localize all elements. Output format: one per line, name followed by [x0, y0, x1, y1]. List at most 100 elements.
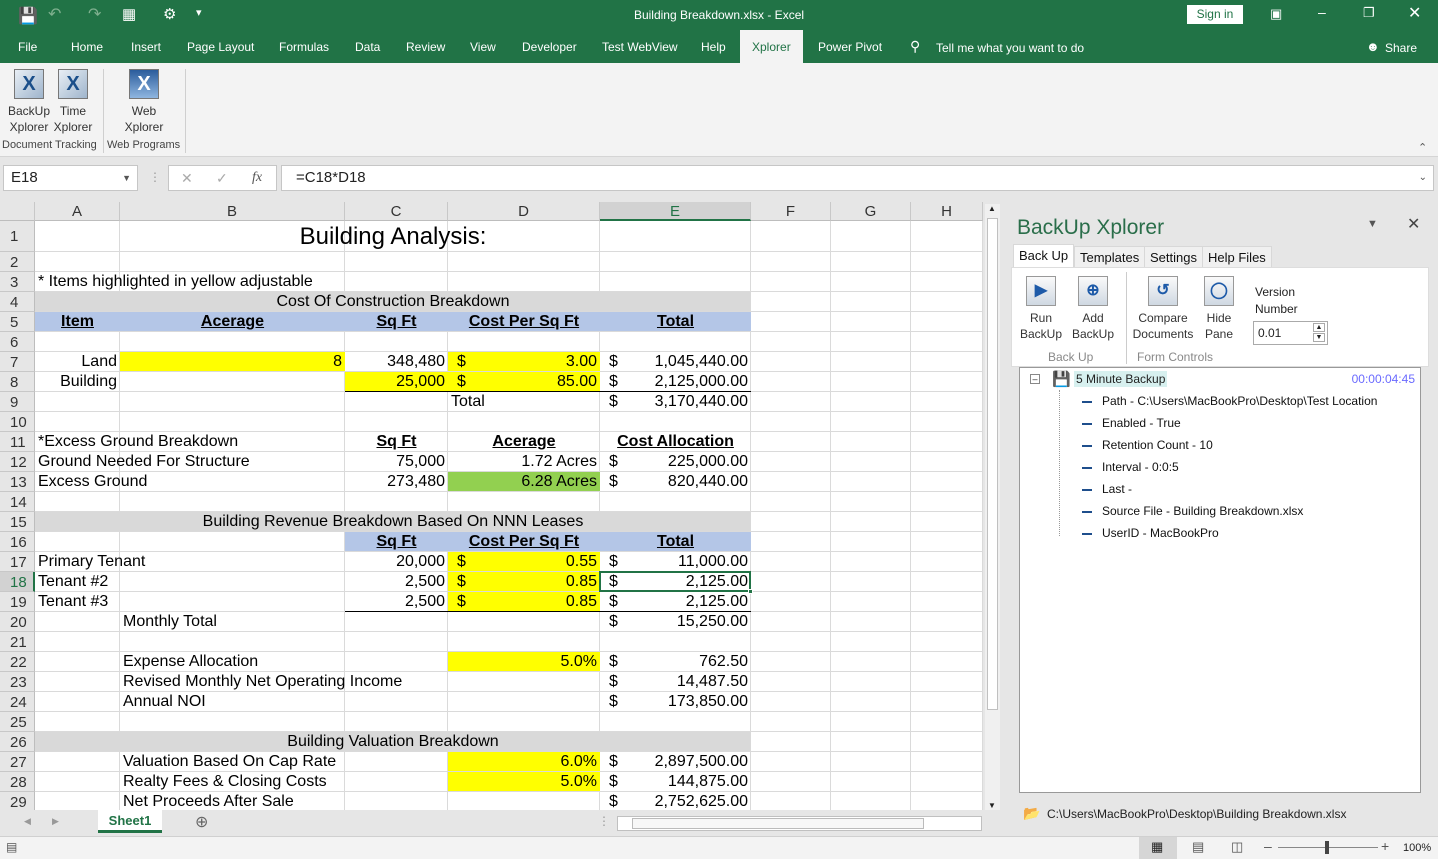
cell-C7[interactable]: 348,480	[345, 352, 448, 371]
cell-A3[interactable]: * Items highlighted in yellow adjustable	[35, 272, 316, 291]
time-xplorer-button[interactable]: X Time Xplorer	[50, 63, 96, 135]
save-icon[interactable]: 💾	[18, 8, 38, 25]
row-header-17[interactable]: 17	[0, 552, 35, 572]
zoom-in-icon[interactable]: +	[1381, 838, 1390, 854]
row-header-5[interactable]: 5	[0, 312, 35, 332]
row-header-27[interactable]: 27	[0, 752, 35, 772]
row-header-9[interactable]: 9	[0, 392, 35, 412]
tree-child-item[interactable]: Path - C:\Users\MacBookPro\Desktop\Test …	[1081, 394, 1378, 408]
cell-D12[interactable]: 1.72 Acres	[448, 452, 600, 471]
cell-C18[interactable]: 2,500	[345, 572, 448, 591]
column-header-D[interactable]: D	[448, 202, 600, 221]
scroll-up-icon[interactable]: ▲	[988, 204, 996, 213]
row-header-6[interactable]: 6	[0, 332, 35, 352]
cell-A26[interactable]: Building Valuation Breakdown	[35, 732, 751, 751]
tab-developer[interactable]: Developer	[522, 40, 577, 54]
collapse-icon[interactable]: –	[1030, 374, 1040, 384]
tab-data[interactable]: Data	[355, 40, 381, 54]
cell-A15[interactable]: Building Revenue Breakdown Based On NNN …	[35, 512, 751, 531]
pane-tab-back-up[interactable]: Back Up	[1013, 244, 1075, 268]
tree-root-item[interactable]: 5 Minute Backup	[1074, 371, 1168, 387]
cell-A18[interactable]: Tenant #2	[35, 572, 120, 591]
cell-A5[interactable]: Item	[35, 312, 120, 331]
row-header-19[interactable]: 19	[0, 592, 35, 612]
cell-D28[interactable]: 5.0%	[448, 772, 600, 791]
pane-add-backup-button[interactable]: ⊕ Add BackUp	[1068, 270, 1118, 342]
cell-D11[interactable]: Acerage	[448, 432, 600, 451]
column-header-C[interactable]: C	[345, 202, 448, 221]
cell-A7[interactable]: Land	[35, 352, 120, 371]
cell-A19[interactable]: Tenant #3	[35, 592, 120, 611]
increment-icon[interactable]: ▲	[1313, 323, 1325, 332]
customize-toolbar-icon[interactable]: ▾	[196, 7, 202, 19]
cell-E18[interactable]: $2,125.00	[600, 572, 751, 591]
pane-options-icon[interactable]: ▼	[1367, 218, 1378, 230]
row-header-15[interactable]: 15	[0, 512, 35, 532]
next-sheet-icon[interactable]: ▶	[52, 816, 59, 826]
name-box[interactable]: E18 ▼	[3, 165, 138, 191]
normal-view-button[interactable]: ▦	[1139, 837, 1177, 859]
page-break-view-icon[interactable]: ◫	[1231, 839, 1244, 854]
cell-A17[interactable]: Primary Tenant	[35, 552, 148, 571]
insert-function-icon[interactable]: fx	[252, 170, 263, 185]
cell-E16[interactable]: Total	[600, 532, 751, 551]
scroll-down-icon[interactable]: ▼	[988, 801, 996, 810]
cell-C16[interactable]: Sq Ft	[345, 532, 448, 551]
tab-home[interactable]: Home	[71, 40, 104, 54]
cancel-icon[interactable]: ✕	[181, 170, 193, 186]
tab-power-pivot[interactable]: Power Pivot	[818, 40, 883, 54]
cell-C8[interactable]: 25,000	[345, 372, 448, 392]
tab-xplorer[interactable]: Xplorer	[740, 30, 803, 63]
cell-D8[interactable]: $85.00	[448, 372, 600, 392]
tab-help[interactable]: Help	[701, 40, 726, 54]
row-header-26[interactable]: 26	[0, 732, 35, 752]
cell-E13[interactable]: $820,440.00	[600, 472, 751, 491]
cell-A11[interactable]: *Excess Ground Breakdown	[35, 432, 241, 451]
cell-E19[interactable]: $2,125.00	[600, 592, 751, 612]
row-header-23[interactable]: 23	[0, 672, 35, 692]
cell-A1[interactable]: Building Analysis:	[35, 221, 751, 251]
cell-D5[interactable]: Cost Per Sq Ft	[448, 312, 600, 331]
row-header-18[interactable]: 18	[0, 572, 35, 592]
row-header-8[interactable]: 8	[0, 372, 35, 392]
pane-tab-help-files[interactable]: Help Files	[1202, 246, 1272, 268]
column-header-H[interactable]: H	[911, 202, 983, 221]
backup-tree[interactable]: – 💾 5 Minute Backup 00:00:04:45 Path - C…	[1019, 367, 1421, 793]
undo-icon[interactable]: ↶	[48, 6, 62, 23]
column-header-G[interactable]: G	[831, 202, 911, 221]
cell-B22[interactable]: Expense Allocation	[120, 652, 345, 671]
cell-D19[interactable]: $0.85	[448, 592, 600, 612]
cell-E7[interactable]: $1,045,440.00	[600, 352, 751, 371]
row-header-11[interactable]: 11	[0, 432, 35, 452]
cell-D17[interactable]: $0.55	[448, 552, 600, 571]
row-header-20[interactable]: 20	[0, 612, 35, 632]
cell-D9[interactable]: Total	[448, 392, 600, 411]
cell-E11[interactable]: Cost Allocation	[600, 432, 751, 451]
row-header-14[interactable]: 14	[0, 492, 35, 512]
row-header-13[interactable]: 13	[0, 472, 35, 492]
cell-C17[interactable]: 20,000	[345, 552, 448, 571]
row-header-2[interactable]: 2	[0, 252, 35, 272]
zoom-out-icon[interactable]: –	[1264, 838, 1272, 854]
cell-E17[interactable]: $11,000.00	[600, 552, 751, 571]
select-all-corner[interactable]	[0, 202, 35, 221]
cell-B29[interactable]: Net Proceeds After Sale	[120, 792, 345, 810]
row-header-10[interactable]: 10	[0, 412, 35, 432]
horizontal-scrollbar[interactable]	[617, 816, 982, 831]
version-number-stepper[interactable]: 0.01 ▲ ▼	[1253, 321, 1328, 345]
spreadsheet-grid[interactable]: A B C D E F G H 1 Building Analysis: 2 3 * Items hig…	[0, 202, 983, 810]
prev-sheet-icon[interactable]: ◀	[24, 816, 31, 826]
column-header-F[interactable]: F	[751, 202, 831, 221]
cell-B20[interactable]: Monthly Total	[120, 612, 345, 631]
scrollbar-thumb[interactable]	[632, 818, 924, 829]
pane-tab-templates[interactable]: Templates	[1074, 246, 1146, 268]
tree-child-item[interactable]: Source File - Building Breakdown.xlsx	[1081, 504, 1304, 518]
fill-handle[interactable]	[748, 589, 753, 594]
tree-child-item[interactable]: Last -	[1081, 482, 1133, 496]
cell-E27[interactable]: $2,897,500.00	[600, 752, 751, 771]
row-header-22[interactable]: 22	[0, 652, 35, 672]
cell-D16[interactable]: Cost Per Sq Ft	[448, 532, 600, 551]
tree-child-item[interactable]: Interval - 0:0:5	[1082, 460, 1179, 474]
cell-E29[interactable]: $2,752,625.00	[600, 792, 751, 810]
cell-B5[interactable]: Acerage	[120, 312, 345, 331]
